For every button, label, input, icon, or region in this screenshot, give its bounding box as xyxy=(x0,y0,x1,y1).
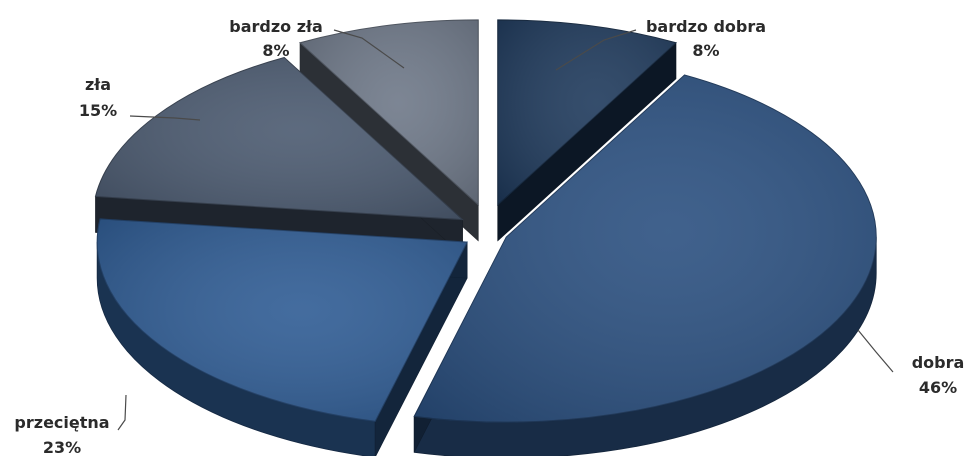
slice-category-label: bardzo dobra xyxy=(646,17,766,36)
slice-percent-label: 23% xyxy=(43,438,81,456)
leader-line xyxy=(857,329,894,373)
pie-slice-bardzo-zła xyxy=(298,19,479,242)
pie-slice-gloss xyxy=(300,19,479,205)
pie-slice-gloss xyxy=(97,218,468,422)
leader-line xyxy=(129,115,201,121)
pie-slices xyxy=(94,19,877,456)
slice-label-bardzo-dobra: bardzo dobra 8% xyxy=(555,17,766,71)
leader-line xyxy=(555,29,637,71)
pie-slice-gloss xyxy=(95,57,463,220)
slice-category-label: przeciętna xyxy=(14,413,109,432)
slice-label-bardzo-zła: bardzo zła 8% xyxy=(229,17,405,69)
pie-slice-gloss xyxy=(497,19,676,205)
slice-label-zła: zła 15% xyxy=(79,75,201,121)
pie-slice-dobra xyxy=(413,74,877,456)
slice-percent-label: 46% xyxy=(919,378,957,397)
pie-slice-gloss xyxy=(414,75,877,423)
slice-category-label: bardzo zła xyxy=(229,17,323,36)
slice-label-przeciętna: przeciętna 23% xyxy=(14,394,127,456)
slice-category-label: dobra xyxy=(912,353,965,372)
slice-category-label: zła xyxy=(85,75,111,94)
pie-slice-bardzo-dobra xyxy=(497,19,678,242)
pie-slice-przeciętna xyxy=(96,218,468,456)
slice-percent-label: 15% xyxy=(79,101,117,120)
leader-line xyxy=(333,29,405,69)
slice-percent-label: 8% xyxy=(692,41,719,60)
leader-line xyxy=(117,394,127,431)
slice-percent-label: 8% xyxy=(262,41,289,60)
slice-label-dobra: dobra 46% xyxy=(857,329,965,397)
pie-slice-zła xyxy=(94,56,464,257)
pie-labels: bardzo dobra 8% dobra 46% przeciętna 23% zła 15… xyxy=(14,17,964,456)
